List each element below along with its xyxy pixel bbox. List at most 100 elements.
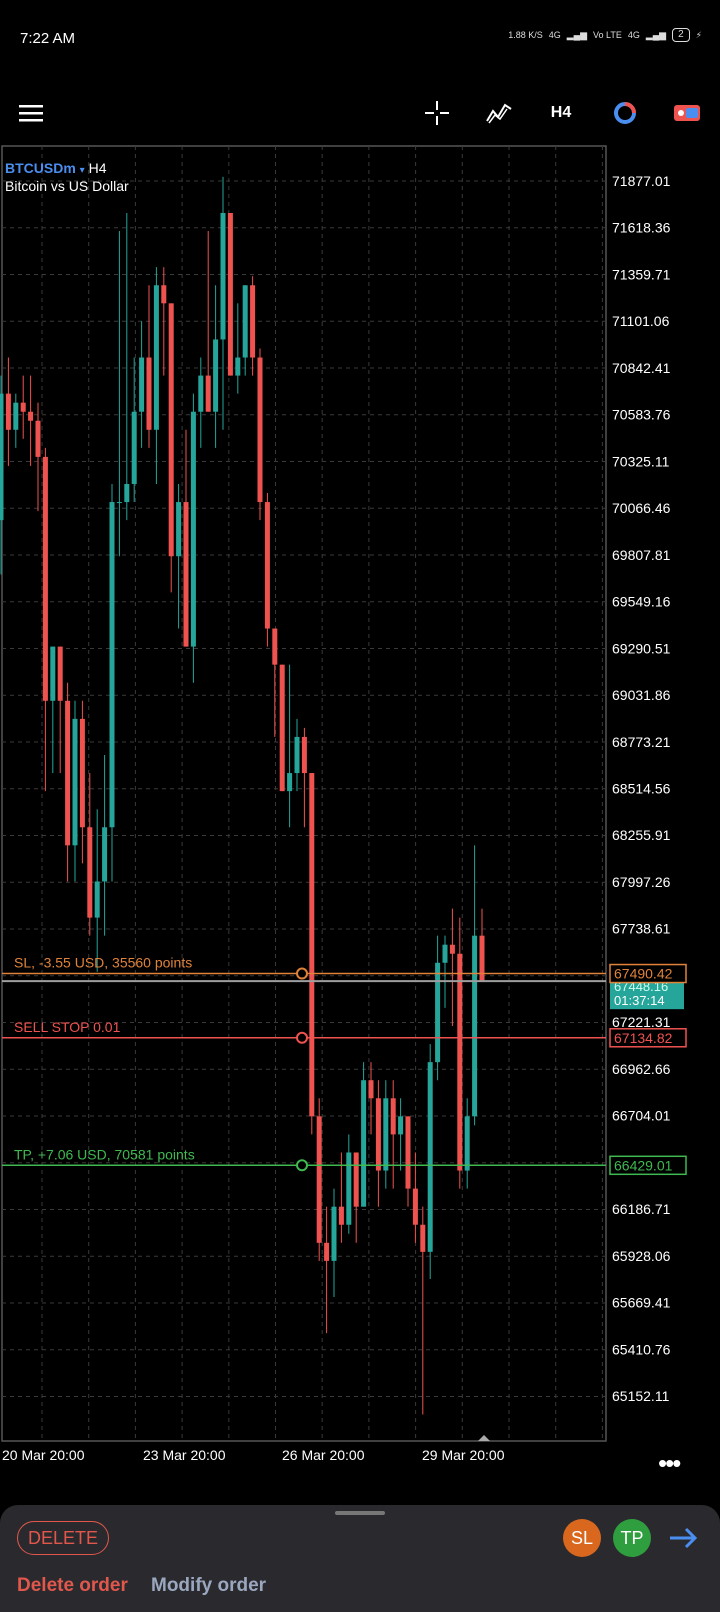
candle-body xyxy=(168,303,174,557)
timeframe-button[interactable]: H4 xyxy=(550,104,572,121)
symbol-description: Bitcoin vs US Dollar xyxy=(5,178,129,194)
candle-body xyxy=(420,1224,426,1252)
candle-body xyxy=(161,285,167,304)
battery-level: 2 xyxy=(678,29,684,40)
time-axis-label: 29 Mar 20:00 xyxy=(422,1447,505,1463)
price-axis-label: 71101.06 xyxy=(612,313,670,329)
tp-price-box xyxy=(609,1155,687,1176)
crosshair-icon[interactable] xyxy=(414,90,460,136)
candle-body xyxy=(479,935,485,981)
candle-body xyxy=(412,1188,418,1225)
delete-order-button[interactable]: Delete order xyxy=(17,1575,128,1596)
tp-handle xyxy=(296,1159,308,1172)
candle-body xyxy=(250,285,256,358)
arrow-right-icon[interactable] xyxy=(665,1520,701,1556)
candle-body xyxy=(146,357,152,430)
candle-body xyxy=(294,736,300,774)
symbol-label[interactable]: BTCUSDm ▾ H4 xyxy=(5,160,107,176)
candle-body xyxy=(20,402,26,412)
candle-body xyxy=(213,339,219,412)
price-axis-label: 71359.71 xyxy=(612,266,671,282)
candle-body xyxy=(109,502,115,828)
price-axis-label: 65928.06 xyxy=(612,1248,671,1264)
price-axis-label: 66704.01 xyxy=(612,1108,671,1124)
price-axis-label: 67997.26 xyxy=(612,874,671,890)
trade-icon[interactable] xyxy=(664,90,710,136)
candle-body xyxy=(301,736,307,774)
price-axis-label: 65152.11 xyxy=(612,1388,670,1404)
candle-body xyxy=(368,1080,374,1099)
price-axis-label: 70842.41 xyxy=(612,360,671,376)
more-icon[interactable]: ••• xyxy=(658,1448,681,1478)
candle-body xyxy=(338,1206,344,1225)
drag-handle[interactable] xyxy=(335,1511,385,1515)
candle-body xyxy=(72,718,78,846)
candle-body xyxy=(324,1242,330,1261)
toolbar: H4 xyxy=(0,90,720,136)
candle-body xyxy=(257,357,263,503)
candle-body xyxy=(279,664,285,792)
candle-body xyxy=(87,827,93,918)
candle-body xyxy=(287,773,293,792)
status-time: 7:22 AM xyxy=(20,30,76,47)
time-axis-label: 23 Mar 20:00 xyxy=(143,1447,226,1463)
price-axis: 71877.01 71618.36 71359.71 71101.06 70842.41… xyxy=(612,173,671,1404)
objects-icon[interactable] xyxy=(602,90,648,136)
sl-button[interactable]: SL xyxy=(563,1519,601,1557)
candle-body xyxy=(205,375,211,412)
price-axis-label: 65410.76 xyxy=(612,1341,671,1357)
candle-body xyxy=(57,646,63,701)
network-label: 4G xyxy=(548,30,561,40)
order-panel xyxy=(0,1505,720,1612)
battery-icon: 2 xyxy=(672,28,690,42)
candle-body xyxy=(102,827,108,882)
sl-label: SL, -3.55 USD, 35560 points xyxy=(14,955,192,971)
candle-body xyxy=(442,944,448,963)
menu-icon[interactable] xyxy=(8,90,54,136)
candle-body xyxy=(42,456,48,701)
time-axis-label: 26 Mar 20:00 xyxy=(282,1447,365,1463)
candle-body xyxy=(272,628,278,665)
delete-button[interactable]: DELETE xyxy=(17,1521,109,1555)
price-axis-label: 71618.36 xyxy=(612,220,671,236)
volte-label: Vo LTE xyxy=(593,30,622,40)
candle-body xyxy=(472,935,478,1117)
candle-body xyxy=(198,375,204,412)
tp-label: TP, +7.06 USD, 70581 points xyxy=(14,1146,195,1162)
price-axis-label: 68514.56 xyxy=(612,781,671,797)
candle-body xyxy=(264,502,270,629)
scroll-marker-icon xyxy=(478,1435,490,1441)
sell-stop-price-box xyxy=(609,1028,687,1048)
symbol-name: BTCUSDm xyxy=(5,160,76,176)
sl-price: 67490.42 xyxy=(614,966,673,982)
countdown: 01:37:14 xyxy=(614,993,665,1008)
status-bar: 7:22 AM 1.88 K/S 4G ▂▄▆ Vo LTE 4G ▂▄▆ 2 … xyxy=(0,0,720,80)
price-axis-label: 69549.16 xyxy=(612,594,671,610)
candle-body xyxy=(398,1116,404,1135)
candles xyxy=(0,176,485,1415)
candle-body xyxy=(94,881,100,918)
price-axis-label: 71877.01 xyxy=(612,173,671,189)
candle-body xyxy=(346,1152,352,1225)
candle-body xyxy=(427,1062,433,1252)
candle-body xyxy=(220,212,226,340)
price-axis-label: 68255.91 xyxy=(612,827,671,843)
sell-stop-label: SELL STOP 0.01 xyxy=(14,1019,121,1035)
indicators-icon[interactable] xyxy=(476,90,522,136)
candle-body xyxy=(28,411,34,421)
candle-body xyxy=(153,285,159,430)
tp-button[interactable]: TP xyxy=(613,1519,651,1557)
sell-stop-price: 67134.82 xyxy=(614,1030,673,1046)
charging-icon: ⚡ xyxy=(695,29,702,40)
candle-body xyxy=(35,420,41,457)
candle-body xyxy=(309,773,315,1117)
modify-order-button[interactable]: Modify order xyxy=(151,1575,267,1596)
signal-icon: ▂▄▆ xyxy=(566,29,587,40)
current-price-box xyxy=(610,979,684,1010)
candle-body xyxy=(449,944,455,954)
price-axis-label: 70066.46 xyxy=(612,500,671,516)
candle-body xyxy=(5,393,11,430)
chart-frame xyxy=(1,145,607,1442)
